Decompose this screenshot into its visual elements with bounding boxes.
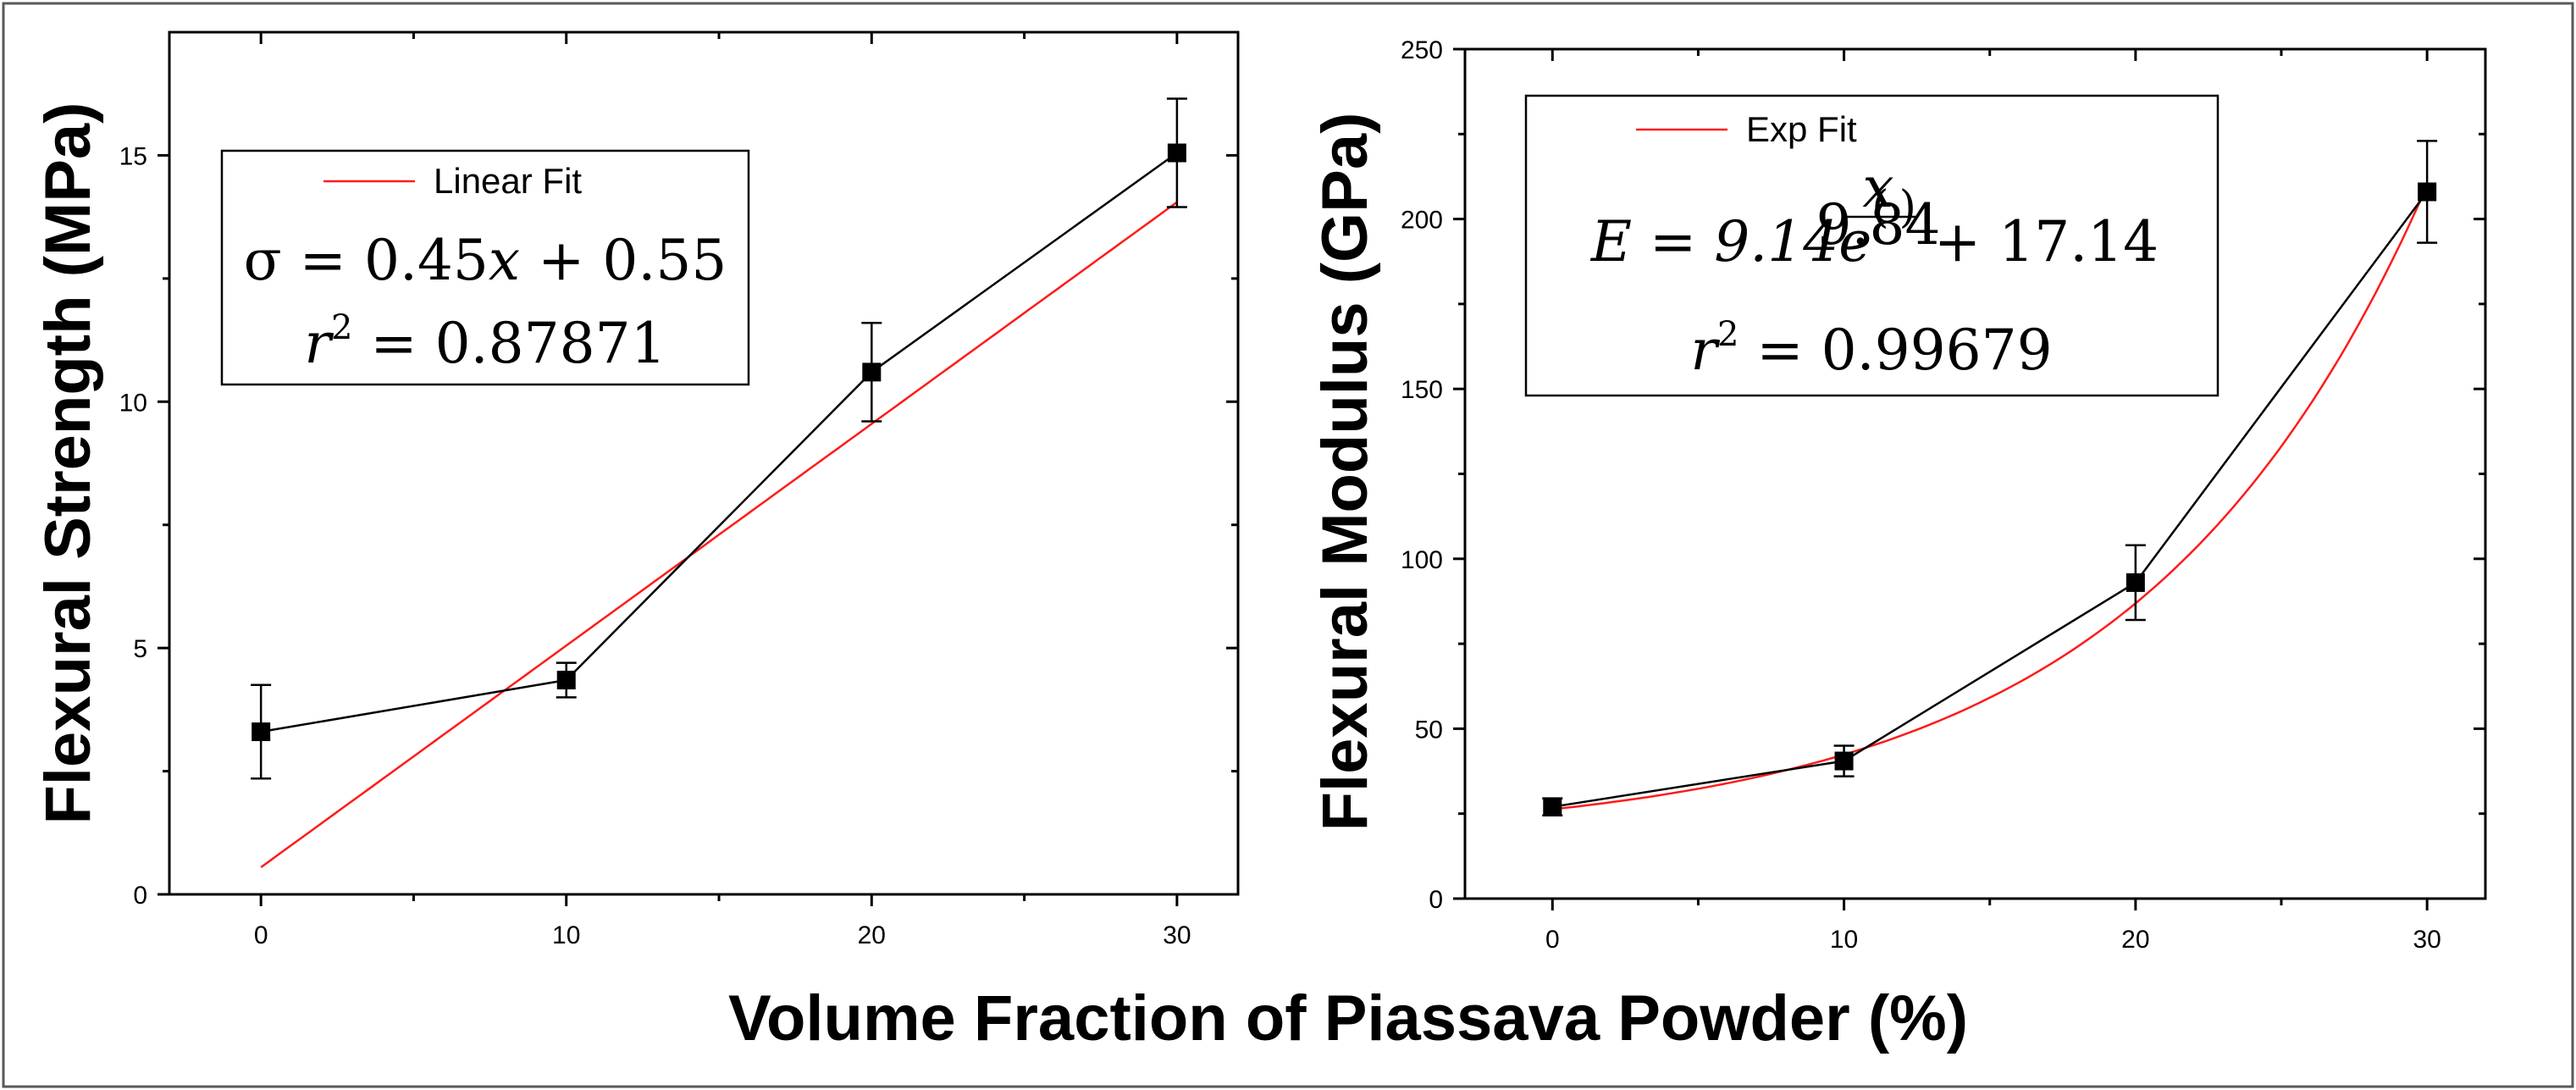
modulus-exp-numerator: x	[1862, 155, 1893, 220]
strength-ytick-label: 10	[119, 389, 147, 417]
strength-data-point	[556, 670, 576, 689]
strength-ytick-label: 5	[133, 635, 147, 663]
modulus-data-point	[2418, 182, 2437, 202]
strength-ticks: 0 5 10 15 0 10 20 30	[119, 32, 1238, 949]
modulus-exp-close: )	[1899, 182, 1916, 233]
strength-y-axis-title: Flexural Strength (MPa)	[32, 102, 104, 825]
modulus-data-point	[2125, 573, 2145, 592]
modulus-xtick-label: 30	[2413, 926, 2441, 954]
strength-xtick-label: 0	[254, 921, 268, 949]
modulus-ytick-label: 200	[1401, 207, 1443, 235]
strength-data-point	[862, 362, 882, 382]
modulus-data-line	[1552, 191, 2429, 808]
modulus-r-value: = 0.99679	[1739, 318, 2052, 383]
strength-xtick-label: 30	[1163, 921, 1191, 949]
modulus-data-layer	[1542, 140, 2438, 816]
modulus-equation: E = 9.14e( ) + 17.14	[1590, 182, 2159, 274]
modulus-plot-area	[1463, 47, 2487, 900]
modulus-exp-open: (	[1871, 182, 1888, 233]
modulus-data-point	[1834, 751, 1854, 771]
strength-legend-label: Linear Fit	[434, 161, 582, 201]
modulus-r-squared: r2 = 0.99679	[1690, 315, 2052, 383]
strength-legend: Linear Fit σ = 0.45x + 0.55 r2 = 0.87871	[220, 149, 750, 386]
modulus-equation-lhs: E = 9.14e	[1590, 209, 1871, 274]
strength-ytick-label: 0	[133, 882, 147, 910]
strength-r-value: = 0.87871	[352, 311, 666, 376]
modulus-ytick-label: 0	[1429, 886, 1443, 914]
modulus-ytick-label: 100	[1401, 546, 1443, 574]
strength-ytick-label: 15	[119, 142, 147, 170]
modulus-legend-box	[1524, 94, 2219, 397]
strength-data-layer	[251, 97, 1187, 780]
chart-strength: 0 5 10 15 0 10 20 30 Flexural Strength (MPa) Li…	[32, 30, 1240, 949]
modulus-legend-label: Exp Fit	[1746, 109, 1857, 149]
modulus-r-superscript: 2	[1717, 315, 1739, 354]
modulus-xtick-label: 0	[1545, 926, 1560, 954]
strength-equation-variable: x	[489, 228, 520, 293]
modulus-equation-suffix: + 17.14	[1916, 209, 2159, 274]
modulus-fit-curve	[1552, 185, 2429, 811]
modulus-legend: Exp Fit E = 9.14e( ) + 17.14 x 9.84 r2 =…	[1524, 94, 2219, 397]
strength-xtick-label: 10	[552, 921, 580, 949]
strength-r-squared: r2 = 0.87871	[304, 308, 666, 376]
modulus-data-point	[1543, 797, 1562, 816]
strength-fit-layer	[260, 201, 1178, 869]
strength-r-symbol: r	[304, 311, 334, 376]
modulus-ytick-label: 250	[1401, 36, 1443, 64]
strength-legend-box	[220, 149, 750, 386]
strength-equation-suffix: + 0.55	[520, 228, 727, 293]
strength-fit-curve	[260, 201, 1178, 869]
strength-data-line	[260, 152, 1178, 733]
modulus-ytick-label: 150	[1401, 376, 1443, 404]
modulus-xtick-label: 10	[1830, 926, 1858, 954]
strength-plot-area	[168, 30, 1240, 896]
shared-x-axis-title: Volume Fraction of Piassava Powder (%)	[728, 982, 1968, 1054]
modulus-y-axis-title: Flexural Modulus (GPa)	[1309, 113, 1381, 832]
strength-data-point	[252, 722, 271, 742]
modulus-ytick-label: 50	[1415, 716, 1443, 744]
modulus-exp-denominator: 9.84	[1816, 192, 1941, 257]
modulus-xtick-label: 20	[2121, 926, 2149, 954]
modulus-r-symbol: r	[1690, 318, 1720, 383]
strength-equation-prefix: σ = 0.45	[244, 228, 489, 293]
strength-equation: σ = 0.45x + 0.55	[244, 228, 727, 293]
strength-data-point	[1167, 143, 1186, 163]
chart-modulus: 0 50 100 150 200 250 0 10 20 30 Flexural Modulus …	[1309, 36, 2487, 954]
strength-xtick-label: 20	[858, 921, 886, 949]
modulus-fit-layer	[1552, 185, 2429, 811]
strength-r-superscript: 2	[331, 308, 352, 347]
